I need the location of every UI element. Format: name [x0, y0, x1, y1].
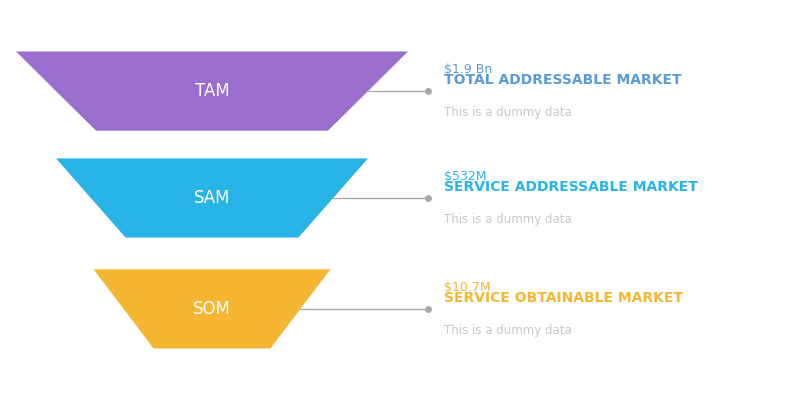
Text: TAM: TAM — [194, 82, 230, 100]
Text: This is a dummy data: This is a dummy data — [444, 107, 572, 119]
Text: This is a dummy data: This is a dummy data — [444, 324, 572, 337]
Text: SAM: SAM — [194, 189, 230, 207]
Text: $532M: $532M — [444, 170, 486, 183]
Text: SERVICE ADDRESSABLE MARKET: SERVICE ADDRESSABLE MARKET — [444, 180, 698, 194]
Polygon shape — [94, 269, 330, 348]
Text: $1.9 Bn: $1.9 Bn — [444, 63, 492, 76]
Text: $10.7M: $10.7M — [444, 281, 490, 293]
Text: SOM: SOM — [193, 300, 231, 318]
Text: SERVICE OBTAINABLE MARKET: SERVICE OBTAINABLE MARKET — [444, 291, 683, 305]
Polygon shape — [56, 158, 368, 238]
Polygon shape — [16, 51, 408, 131]
Text: TOTAL ADDRESSABLE MARKET: TOTAL ADDRESSABLE MARKET — [444, 73, 682, 87]
Text: This is a dummy data: This is a dummy data — [444, 213, 572, 226]
